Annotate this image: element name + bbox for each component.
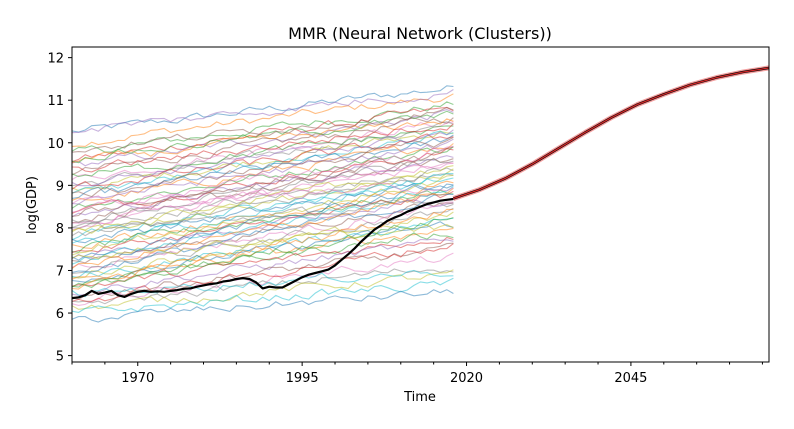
- background-series-line: [71, 199, 454, 229]
- background-series-line: [71, 199, 454, 260]
- background-series-line: [71, 136, 454, 198]
- background-series-line: [71, 184, 454, 261]
- background-series-line: [71, 134, 454, 199]
- background-series-line: [71, 224, 454, 260]
- background-series-line: [71, 85, 454, 133]
- background-series-line: [71, 121, 454, 187]
- ticks: 1970 1995 2020 2045 5 6 7 8 9 10 11 12: [47, 52, 763, 386]
- background-series-line: [71, 123, 454, 173]
- y-axis-label: log(GDP): [25, 176, 40, 234]
- background-series-line: [71, 89, 454, 134]
- background-series-line: [71, 174, 454, 256]
- background-series-group: [71, 85, 454, 323]
- background-series-line: [71, 207, 454, 274]
- background-series-line: [71, 289, 454, 323]
- forecast-series-line: [453, 67, 770, 200]
- background-series-line: [71, 109, 454, 167]
- x-tick-label: 2045: [614, 371, 647, 386]
- background-series-line: [71, 130, 454, 192]
- background-series-line: [71, 269, 454, 310]
- background-series-line: [71, 208, 454, 290]
- chart-title: MMR (Neural Network (Clusters)): [288, 24, 552, 43]
- background-series-line: [71, 269, 454, 298]
- x-tick-label: 1995: [286, 371, 319, 386]
- background-series-line: [71, 106, 454, 153]
- y-tick-label: 6: [56, 307, 64, 322]
- background-series-line: [71, 268, 454, 305]
- background-series-line: [71, 193, 454, 273]
- background-series-line: [71, 107, 454, 163]
- background-series-line: [71, 162, 454, 225]
- y-tick-label: 9: [56, 179, 64, 194]
- background-series-line: [71, 146, 454, 209]
- x-axis-label: Time: [403, 390, 436, 405]
- axes: [71, 46, 770, 363]
- y-tick-label: 11: [47, 94, 64, 109]
- plot-frame: [71, 46, 770, 363]
- background-series-line: [71, 158, 454, 224]
- y-tick-label: 5: [56, 350, 64, 365]
- background-series-line: [71, 129, 454, 187]
- background-series-line: [71, 182, 454, 206]
- y-tick-label: 10: [47, 137, 64, 152]
- background-series-line: [71, 277, 454, 313]
- background-series-line: [71, 172, 454, 244]
- y-tick-label: 8: [56, 222, 64, 237]
- background-series-line: [71, 118, 454, 164]
- background-series-line: [71, 138, 454, 205]
- background-series-line: [71, 93, 454, 147]
- background-series-line: [71, 201, 454, 269]
- background-series-line: [71, 146, 454, 217]
- background-series-line: [71, 165, 454, 234]
- background-series-line: [71, 238, 454, 296]
- background-series-line: [71, 232, 454, 288]
- main-series-group: [71, 65, 770, 300]
- background-series-line: [71, 217, 454, 289]
- background-series-line: [71, 187, 454, 269]
- observed-series-line: [71, 197, 454, 300]
- x-tick-label: 1970: [121, 371, 154, 386]
- background-series-line: [71, 133, 454, 190]
- background-series-line: [71, 110, 454, 164]
- background-series-line: [71, 243, 454, 302]
- y-tick-label: 12: [47, 52, 64, 67]
- y-tick-label: 7: [56, 264, 64, 279]
- background-series-line: [71, 183, 454, 244]
- background-series-line: [71, 211, 454, 279]
- x-tick-label: 2020: [450, 371, 483, 386]
